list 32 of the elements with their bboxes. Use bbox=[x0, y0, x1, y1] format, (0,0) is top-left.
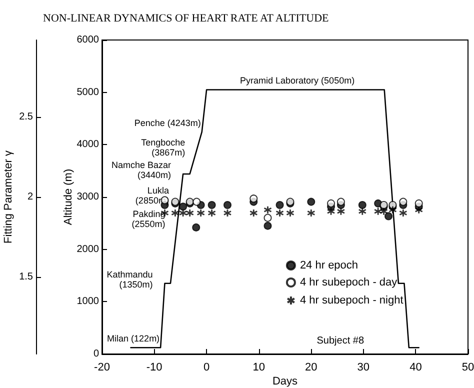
annotation: Namche Bazar (3440m) bbox=[112, 160, 172, 180]
y-tick-label: 5000 bbox=[76, 86, 100, 98]
y-axis-title: Altitude (m) bbox=[62, 168, 74, 226]
y-tick-label: 3000 bbox=[76, 192, 100, 202]
y2-tick-label: 1.5 bbox=[19, 272, 34, 283]
y-tick-label: 2000 bbox=[76, 244, 100, 255]
x-tick-label: -10 bbox=[146, 362, 162, 374]
annotation: Tengboche (3867m) bbox=[141, 138, 186, 158]
y-tick-label: 4000 bbox=[76, 139, 100, 150]
y-tick-label: 0 bbox=[93, 348, 100, 360]
y2-axis-title: Fitting Parameter γ bbox=[2, 150, 14, 244]
chart-title: NON-LINEAR DYNAMICS OF HEART RATE AT ALTITUDE bbox=[43, 12, 330, 24]
annotation: Penche (4243m) bbox=[134, 118, 201, 128]
legend-label: 4 hr subepoch - day bbox=[300, 276, 398, 288]
annotation: Pyramid Laboratory (5050m) bbox=[240, 76, 355, 86]
x-tick-label: 0 bbox=[204, 362, 210, 374]
legend-label: 4 hr subepoch - night bbox=[300, 294, 404, 306]
x-tick-label: -20 bbox=[94, 362, 110, 374]
x-axis-title: Days bbox=[272, 376, 298, 388]
x-tick-label: 10 bbox=[252, 362, 265, 374]
annotation: Kathmandu (1350m) bbox=[106, 269, 153, 290]
x-tick-label: 50 bbox=[462, 362, 474, 374]
x-tick-label: 30 bbox=[357, 362, 370, 374]
y-tick-label: 1000 bbox=[76, 296, 100, 308]
legend-label: 24 hr epoch bbox=[300, 260, 358, 272]
y2-tick-label: 2.5 bbox=[19, 111, 34, 122]
x-tick-label: 20 bbox=[305, 362, 318, 374]
x-tick-label: 40 bbox=[410, 362, 422, 374]
y-tick-label: 6000 bbox=[76, 34, 100, 46]
annotation: Milan (122m) bbox=[107, 334, 160, 344]
y2-tick-label: 2 bbox=[27, 192, 34, 202]
annotation: Subject #8 bbox=[316, 336, 364, 346]
